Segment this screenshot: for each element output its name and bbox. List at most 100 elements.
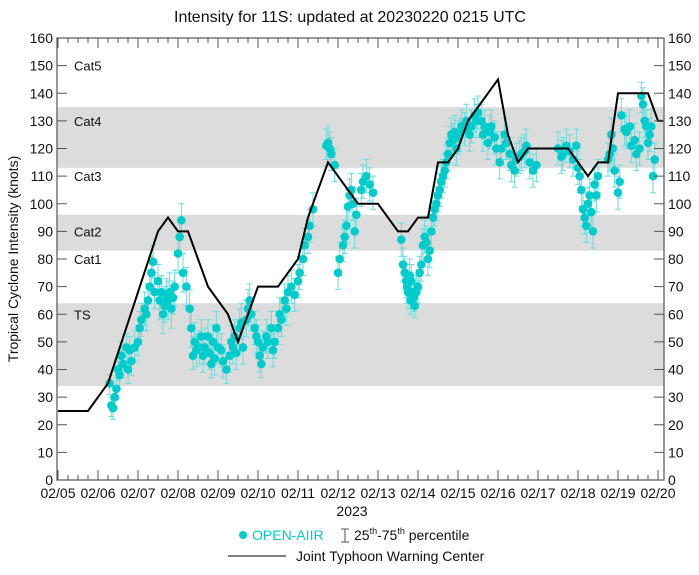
aiir-point	[407, 276, 416, 286]
aiir-point	[173, 249, 183, 258]
y-axis-label: Tropical Cyclone Intensity (knots)	[5, 156, 21, 362]
legend: OPEN-AIIR 25th-75th percentile Joint Typ…	[228, 526, 485, 564]
aiir-point	[425, 246, 434, 256]
aiir-point	[578, 204, 588, 214]
aiir-point	[238, 343, 248, 352]
aiir-point	[268, 345, 278, 355]
aiir-point	[588, 227, 598, 236]
aiir-point	[630, 135, 639, 145]
aiir-point	[625, 122, 634, 131]
aiir-point	[583, 199, 593, 209]
aiir-point	[187, 323, 196, 333]
aiir-point	[572, 141, 581, 151]
legend-jtwc-label: Joint Typhoon Warning Center	[296, 548, 485, 564]
y-tick-label-right: 30	[668, 389, 684, 405]
aiir-point	[352, 210, 361, 220]
y-tick-label-right: 140	[668, 85, 692, 101]
aiir-point	[205, 348, 214, 358]
legend-errorbar-icon	[341, 528, 349, 543]
x-tick-label: 02/19	[600, 485, 635, 501]
aiir-point	[222, 365, 231, 374]
aiir-point	[273, 323, 283, 333]
aiir-point	[197, 332, 206, 341]
y-tick-label-left: 30	[37, 389, 53, 405]
aiir-point	[440, 166, 449, 175]
aiir-point	[263, 337, 273, 347]
aiir-point	[645, 130, 654, 139]
x-tick-label: 02/18	[560, 485, 595, 501]
aiir-point	[112, 384, 121, 394]
y-tick-label-left: 150	[30, 58, 54, 74]
category-label-ts: TS	[74, 307, 91, 322]
aiir-point	[357, 185, 366, 195]
aiir-point	[208, 337, 218, 347]
aiir-point	[643, 138, 653, 148]
aiir-point	[423, 254, 433, 264]
y-tick-label-left: 140	[30, 85, 54, 101]
aiir-point	[368, 188, 378, 197]
aiir-point	[398, 260, 408, 269]
aiir-point	[610, 166, 619, 175]
x-tick-label: 02/12	[320, 485, 355, 501]
y-tick-label-right: 130	[668, 113, 692, 129]
x-tick-label: 02/17	[520, 485, 555, 501]
y-tick-label-right: 90	[668, 223, 684, 239]
aiir-point	[170, 282, 179, 291]
aiir-point	[348, 199, 358, 209]
category-bands: TS Cat1 Cat2 Cat3 Cat4 Cat5	[57, 59, 664, 387]
y-tick-label-left: 70	[37, 279, 53, 295]
aiir-point	[593, 171, 603, 181]
category-label-cat3: Cat3	[74, 169, 101, 184]
y-tick-label-left: 10	[37, 444, 53, 460]
aiir-point	[182, 282, 191, 291]
chart-title: Intensity for 11S: updated at 20230220 0…	[174, 9, 526, 26]
aiir-point	[505, 149, 514, 159]
legend-percentile-label: 25th-75th percentile	[354, 526, 470, 543]
aiir-point	[277, 315, 286, 325]
aiir-point	[203, 332, 213, 341]
aiir-point	[435, 185, 444, 195]
aiir-point	[480, 122, 489, 131]
aiir-point	[115, 370, 124, 380]
aiir-point	[365, 180, 374, 189]
aiir-point	[443, 149, 453, 159]
band-cat2	[57, 214, 664, 251]
aiir-point	[422, 238, 431, 247]
aiir-point	[585, 191, 594, 200]
aiir-point	[587, 207, 596, 217]
aiir-point	[232, 348, 241, 358]
aiir-point	[200, 343, 209, 352]
y-tick-label-left: 130	[30, 113, 54, 129]
axes: 0 0 10 10 20 20 30 30 40 40 50 50 60 60 70 70 80 80 90 90 10…	[30, 30, 692, 501]
aiir-point	[647, 122, 656, 131]
aiir-point	[432, 199, 441, 209]
y-tick-label-right: 80	[668, 251, 684, 267]
aiir-point	[335, 254, 344, 264]
aiir-point	[427, 227, 436, 236]
aiir-point	[532, 160, 541, 170]
x-tick-label: 02/10	[240, 485, 275, 501]
aiir-point	[617, 111, 626, 120]
y-tick-label-right: 10	[668, 444, 684, 460]
x-tick-label: 02/11	[281, 485, 315, 501]
aiir-point	[123, 365, 133, 374]
aiir-point	[638, 100, 648, 109]
x-tick-label: 02/20	[640, 485, 675, 501]
aiir-point	[270, 337, 279, 347]
aiir-point	[502, 138, 511, 148]
x-tick-label: 02/08	[160, 485, 195, 501]
aiir-point	[298, 254, 308, 264]
aiir-point	[350, 227, 359, 236]
aiir-point	[295, 268, 304, 278]
aiir-point	[198, 351, 208, 360]
aiir-point	[225, 351, 234, 360]
x-tick-label: 02/07	[120, 485, 155, 501]
aiir-point	[178, 268, 188, 278]
aiir-point	[143, 296, 153, 305]
y-tick-label-right: 110	[668, 168, 691, 184]
aiir-point	[117, 351, 126, 360]
aiir-point	[575, 171, 584, 181]
band-ts	[57, 303, 664, 387]
aiir-point	[153, 276, 163, 286]
y-tick-label-left: 60	[37, 306, 53, 322]
